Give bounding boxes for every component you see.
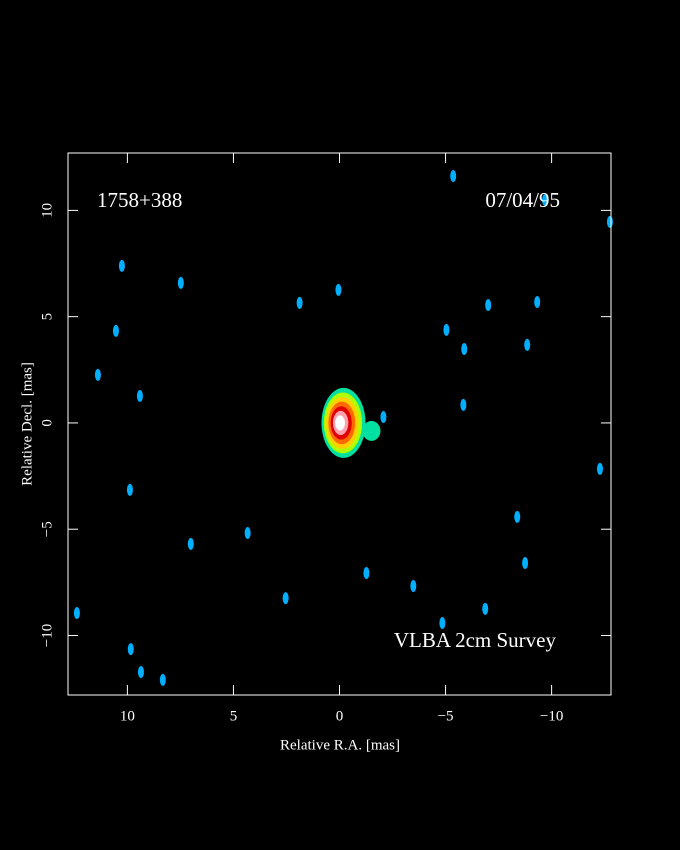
emission-feature — [159, 673, 166, 686]
emission-feature — [137, 666, 144, 679]
emission-feature — [443, 323, 450, 336]
y-axis-label: Relative Decl. [mas] — [19, 362, 35, 486]
y-tick-label: 0 — [39, 419, 55, 427]
emission-feature — [460, 398, 467, 411]
core-level — [335, 415, 345, 431]
emission-feature — [94, 368, 101, 381]
emission-feature — [524, 338, 531, 351]
y-tick-label: −5 — [39, 521, 55, 537]
emission-feature — [482, 602, 489, 615]
emission-feature — [410, 579, 417, 592]
emission-feature — [450, 169, 457, 182]
x-tick-label: −10 — [540, 708, 563, 724]
emission-feature — [461, 342, 468, 355]
x-axis-label: Relative R.A. [mas] — [280, 737, 400, 753]
emission-feature — [296, 296, 303, 309]
y-tick-label: 5 — [39, 313, 55, 321]
emission-feature — [112, 324, 119, 337]
emission-feature — [187, 537, 194, 550]
emission-feature — [363, 566, 370, 579]
emission-feature — [606, 215, 613, 228]
emission-feature — [542, 193, 549, 206]
emission-feature — [244, 527, 251, 540]
emission-feature — [596, 462, 603, 475]
x-tick-label: 0 — [336, 708, 344, 724]
jet-feature — [362, 420, 381, 441]
emission-feature — [127, 643, 134, 656]
y-tick-label: 10 — [39, 203, 55, 218]
annotation: VLBA 2cm Survey — [394, 628, 557, 652]
source-name: 1758+388 — [97, 188, 182, 212]
y-tick-label: −10 — [39, 624, 55, 647]
emission-feature — [380, 410, 387, 423]
emission-feature — [126, 483, 133, 496]
emission-feature — [335, 283, 342, 296]
emission-feature — [485, 298, 492, 311]
emission-feature — [514, 510, 521, 523]
x-tick-label: 10 — [120, 708, 135, 724]
emission-feature — [73, 606, 80, 619]
x-tick-label: −5 — [438, 708, 454, 724]
date: 07/04/95 — [485, 188, 560, 212]
x-tick-label: 5 — [230, 708, 238, 724]
emission-feature — [522, 557, 529, 570]
emission-feature — [439, 616, 446, 629]
emission-feature — [118, 259, 125, 272]
plot-area — [73, 169, 613, 686]
emission-feature — [534, 295, 541, 308]
emission-feature — [177, 276, 184, 289]
emission-feature — [136, 389, 143, 402]
emission-feature — [282, 592, 289, 605]
